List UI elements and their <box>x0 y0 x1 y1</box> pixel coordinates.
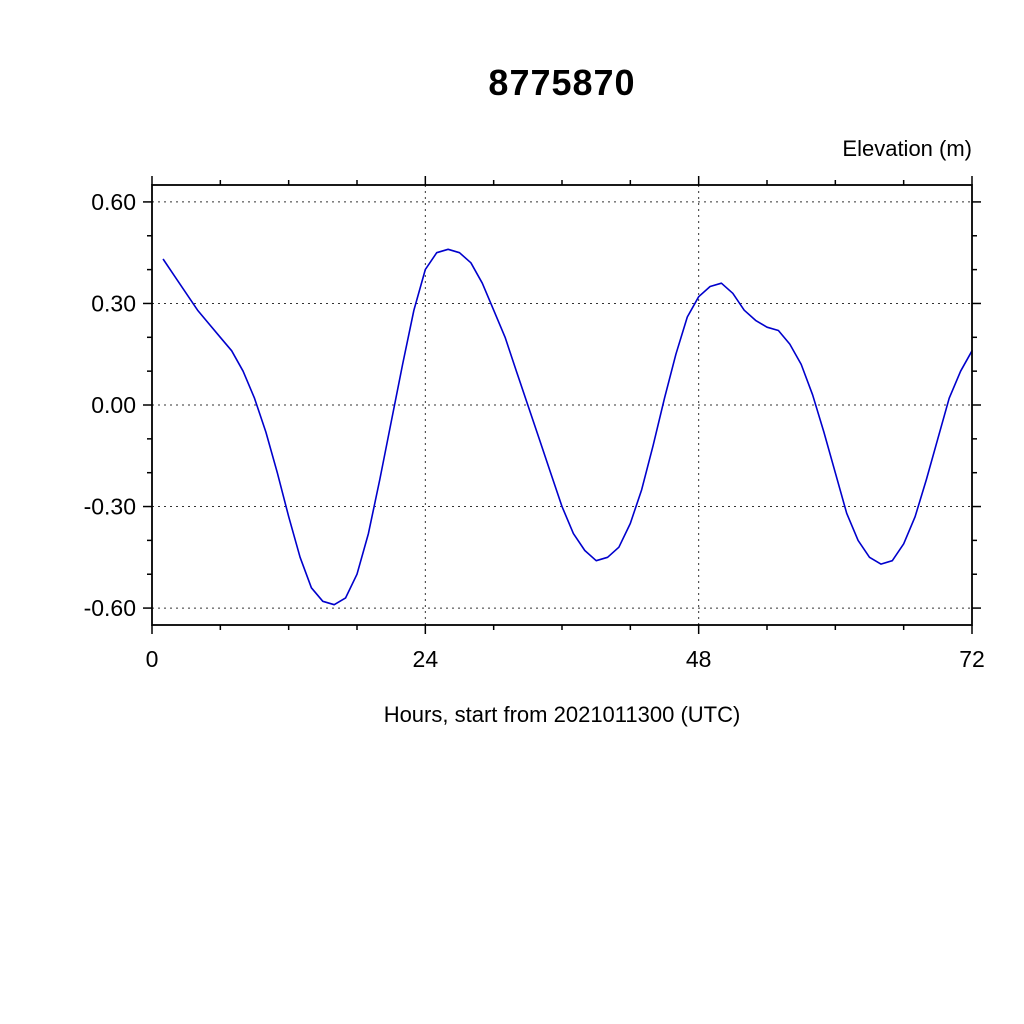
svg-text:48: 48 <box>686 646 712 672</box>
x-tick-labels: 0 24 48 72 <box>146 646 985 672</box>
svg-text:-0.60: -0.60 <box>84 595 136 621</box>
svg-text:0: 0 <box>146 646 159 672</box>
svg-text:24: 24 <box>413 646 439 672</box>
y-tick-labels: 0.60 0.30 0.00 -0.30 -0.60 <box>84 189 136 621</box>
chart-title: 8775870 <box>488 62 636 103</box>
gridlines <box>152 185 972 625</box>
svg-text:0.60: 0.60 <box>91 189 136 215</box>
svg-text:-0.30: -0.30 <box>84 494 136 520</box>
plot-frame <box>151 184 973 626</box>
tide-elevation-line <box>162 248 973 606</box>
x-axis-title: Hours, start from 2021011300 (UTC) <box>383 702 741 727</box>
y-axis-title: Elevation (m) <box>842 136 972 161</box>
svg-text:72: 72 <box>959 646 985 672</box>
svg-text:0.00: 0.00 <box>91 392 136 418</box>
svg-text:0.30: 0.30 <box>91 290 136 316</box>
